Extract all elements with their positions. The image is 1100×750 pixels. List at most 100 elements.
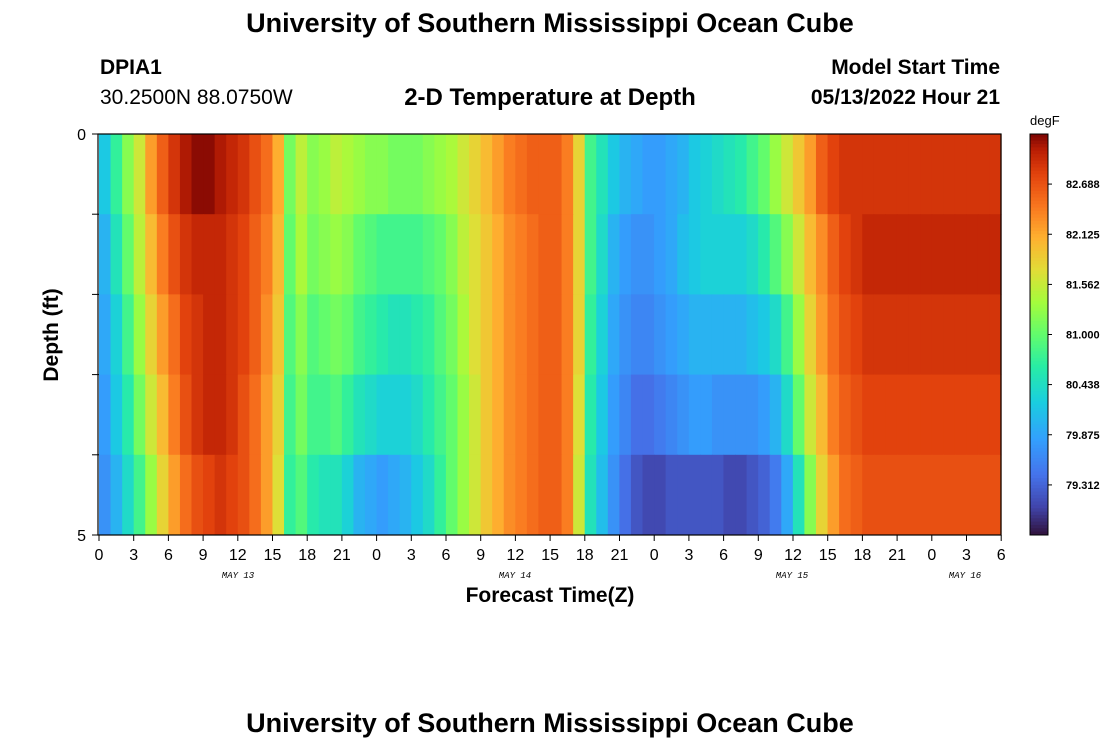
heatmap-cell [295, 294, 308, 375]
heatmap-cell [735, 134, 748, 215]
heatmap-cell [769, 294, 782, 375]
heatmap-cell [179, 294, 193, 375]
x-tick-label: 9 [754, 547, 763, 564]
heatmap-cell [284, 294, 297, 375]
heatmap-cell [422, 134, 435, 215]
heatmap-cell [388, 374, 401, 456]
heatmap-cell [469, 374, 482, 456]
heatmap-cell [920, 214, 933, 295]
heatmap-cell [850, 294, 863, 375]
heatmap-cell [954, 374, 967, 456]
x-tick-label: 3 [407, 547, 416, 564]
plot-subtitle: 2-D Temperature at Depth [404, 84, 696, 111]
heatmap-cell [896, 294, 910, 375]
x-tick-label: 3 [684, 547, 693, 564]
heatmap-cell [677, 134, 690, 215]
heatmap-cell [318, 294, 331, 375]
heatmap-cell [607, 214, 620, 295]
heatmap-cell [781, 294, 794, 375]
footer-title: University of Southern Mississippi Ocean… [246, 708, 854, 738]
heatmap-cell [862, 374, 875, 456]
colorbar-segment [1030, 187, 1048, 192]
heatmap-cell [237, 374, 250, 456]
heatmap-cell [931, 374, 944, 456]
heatmap-cell [931, 294, 944, 375]
heatmap-cell [839, 214, 852, 295]
colorbar-segment [1030, 428, 1048, 432]
heatmap-cell [804, 214, 817, 295]
heatmap-cell [156, 214, 169, 295]
heatmap-cell [307, 294, 320, 375]
heatmap-cell [226, 454, 239, 536]
heatmap-cell [769, 134, 782, 215]
heatmap-cell [700, 134, 713, 215]
heatmap-cell [399, 134, 412, 215]
heatmap-cell [619, 134, 632, 215]
heatmap-cell [550, 454, 563, 536]
heatmap-cell [966, 214, 979, 295]
heatmap-cell [677, 454, 690, 536]
heatmap-cell [815, 214, 829, 295]
heatmap-cell [920, 294, 933, 375]
heatmap-cell [503, 214, 516, 295]
colorbar-unit-label: degF [1030, 113, 1060, 128]
heatmap-cell [122, 294, 135, 375]
heatmap-cell [954, 294, 967, 375]
colorbar-segment [1030, 461, 1048, 466]
heatmap-cell [862, 134, 875, 215]
heatmap-cell [966, 454, 979, 536]
heatmap-cell [573, 454, 586, 536]
heatmap-cell [434, 374, 447, 456]
heatmap-cell [596, 214, 609, 295]
heatmap-cell [492, 294, 505, 375]
heatmap-cell [550, 214, 563, 295]
heatmap-cell [711, 454, 725, 536]
x-tick-label: 12 [229, 547, 247, 564]
colorbar-segment [1030, 210, 1048, 215]
heatmap-cell [885, 294, 898, 375]
heatmap-cell [642, 214, 655, 295]
colorbar-segment [1030, 504, 1048, 509]
heatmap-cell [411, 214, 424, 295]
heatmap-cell [977, 214, 991, 295]
colorbar-segment [1030, 321, 1048, 325]
colorbar-segment [1030, 190, 1048, 195]
heatmap-cell [469, 294, 482, 375]
colorbar-tick-label: 81.000 [1066, 330, 1100, 342]
heatmap-cell [665, 294, 678, 375]
heatmap-cell [133, 134, 146, 215]
heatmap-cell [584, 134, 597, 215]
heatmap-cell [422, 214, 435, 295]
heatmap-cell [908, 294, 921, 375]
colorbar-tick-label: 82.688 [1066, 179, 1100, 191]
heatmap-cell [550, 374, 563, 456]
heatmap-cells [99, 134, 1002, 536]
heatmap-cell [573, 134, 586, 215]
heatmap-cell [133, 374, 146, 456]
heatmap-cell [850, 214, 863, 295]
heatmap-cell [584, 294, 597, 375]
heatmap-cell [249, 214, 262, 295]
heatmap-cell [249, 454, 262, 536]
heatmap-cell [341, 214, 355, 295]
heatmap-cell [561, 374, 574, 456]
heatmap-cell [943, 214, 956, 295]
heatmap-cell [677, 374, 690, 456]
heatmap-cell [665, 374, 678, 456]
heatmap-cell [341, 294, 355, 375]
colorbar-tick-label: 79.875 [1066, 430, 1100, 442]
colorbar-tick-label: 82.125 [1066, 229, 1100, 241]
heatmap-cell [191, 214, 204, 295]
heatmap-cell [561, 214, 574, 295]
heatmap-cell [654, 134, 667, 215]
x-tick-label: 6 [164, 547, 173, 564]
heatmap-cell [920, 374, 933, 456]
heatmap-cell [584, 214, 597, 295]
colorbar-segment [1030, 224, 1048, 229]
heatmap-cell [827, 134, 840, 215]
heatmap-cell [908, 374, 921, 456]
heatmap-cell [908, 454, 921, 536]
heatmap-cell [145, 134, 158, 215]
heatmap-cell [873, 214, 886, 295]
x-tick-label: 15 [541, 547, 559, 564]
